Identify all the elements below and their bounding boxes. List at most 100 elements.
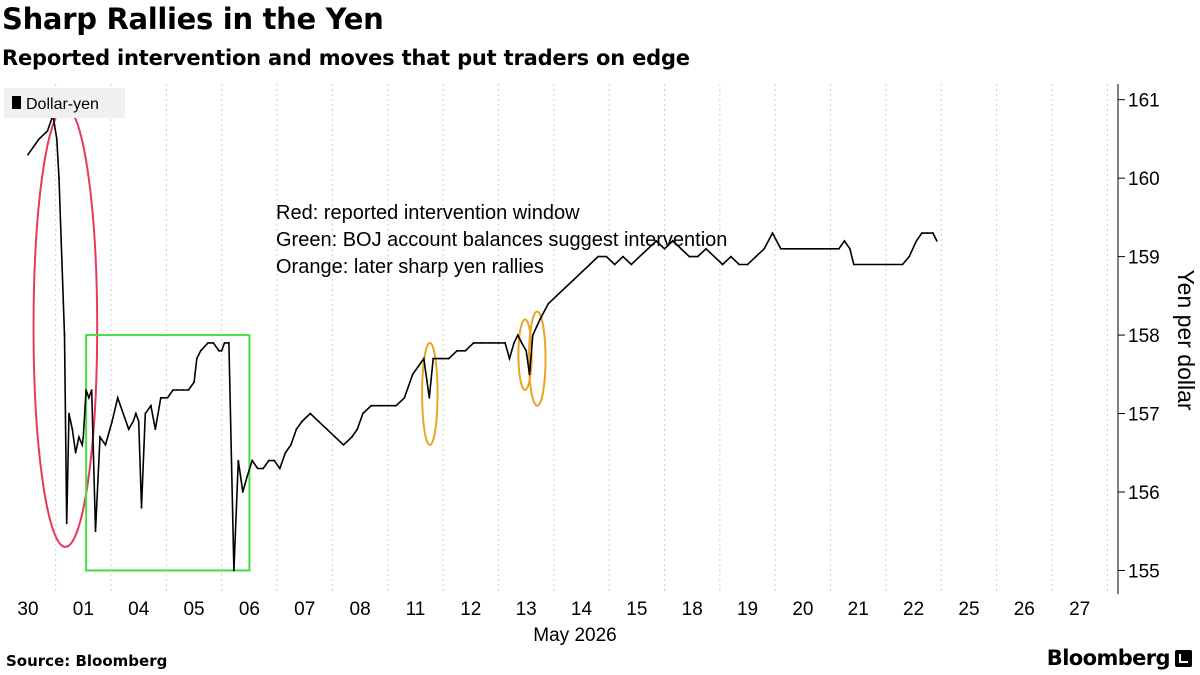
data-point [849, 247, 851, 250]
data-point [746, 263, 749, 266]
data-point [273, 459, 276, 462]
data-point [531, 334, 534, 336]
data-point [159, 396, 162, 399]
y-tick-label: 159 [1128, 248, 1160, 269]
x-tick-label: 12 [460, 599, 481, 620]
data-point [104, 444, 107, 446]
data-point [88, 396, 90, 399]
highlight-ellipse [421, 341, 439, 446]
data-point [779, 247, 782, 250]
data-point [630, 263, 633, 266]
axes: 155 156 157 158 159 160 161 Yen per dollar 30 01 0… [17, 84, 1199, 646]
x-tick-label: 25 [958, 599, 979, 620]
data-point [525, 349, 528, 352]
data-point [580, 271, 583, 274]
data-point [472, 342, 475, 344]
x-tick-label: 05 [183, 599, 204, 620]
x-tick-label: 06 [239, 599, 260, 620]
data-point [403, 396, 406, 399]
data-point [284, 451, 287, 454]
legend: Dollar-yen [4, 88, 125, 118]
x-tick-label: 20 [792, 599, 813, 620]
data-point [207, 342, 209, 344]
y-tick-label: 158 [1128, 326, 1160, 347]
data-point [680, 247, 682, 250]
data-point [295, 428, 298, 431]
data-point [38, 138, 40, 140]
data-point [301, 420, 303, 423]
data-point [788, 247, 790, 250]
data-point [860, 263, 862, 266]
data-point [481, 342, 483, 344]
data-point [218, 349, 220, 352]
data-point [256, 467, 259, 470]
data-point [144, 412, 147, 415]
data-point [447, 357, 450, 360]
data-point [508, 357, 511, 360]
data-point [528, 373, 531, 376]
data-point [166, 396, 169, 399]
legend-box [4, 88, 125, 118]
data-point [137, 420, 140, 423]
data-point [223, 342, 226, 344]
data-point [233, 569, 235, 572]
y-tick-label: 156 [1128, 483, 1160, 504]
legend-label: Dollar-yen [26, 96, 99, 113]
annotation-text: Orange: later sharp yen rallies [276, 256, 544, 278]
data-point [597, 255, 599, 258]
data-point [150, 404, 152, 407]
data-point [182, 389, 184, 391]
data-point [647, 247, 649, 250]
data-point [411, 373, 414, 376]
data-point [154, 428, 157, 431]
y-axis-label: Yen per dollar [1173, 269, 1199, 410]
data-point [251, 459, 254, 462]
data-point [852, 263, 855, 266]
data-point [547, 302, 550, 305]
data-point [893, 263, 896, 266]
data-point [195, 357, 198, 360]
x-axis-label: May 2026 [533, 625, 616, 646]
data-point [555, 294, 558, 297]
data-point [796, 247, 799, 250]
data-point [172, 389, 174, 391]
bloomberg-logo-icon [1175, 650, 1192, 667]
data-point [613, 263, 616, 266]
data-point [504, 342, 506, 344]
data-point [228, 342, 230, 344]
data-point [843, 240, 846, 242]
x-tick-label: 22 [903, 599, 924, 620]
brand-logo-text: Bloomberg [1046, 646, 1171, 670]
data-point [516, 334, 519, 336]
series-layer [27, 114, 938, 572]
annotation-text: Green: BOJ account balances suggest inte… [276, 229, 727, 251]
data-point [55, 138, 58, 140]
data-point [94, 530, 97, 533]
data-point [81, 444, 84, 446]
data-point [82, 436, 85, 438]
data-point [915, 240, 918, 242]
data-point [932, 232, 934, 235]
x-tick-label: 15 [626, 599, 647, 620]
y-tick-label: 155 [1128, 561, 1160, 582]
data-point [464, 349, 467, 352]
x-tick-label: 21 [848, 599, 869, 620]
data-point [85, 389, 87, 391]
x-tick-label: 04 [128, 599, 150, 620]
data-point [132, 420, 135, 423]
data-point [935, 240, 938, 242]
data-point [278, 467, 281, 470]
data-point [395, 404, 397, 407]
data-point [497, 342, 500, 344]
data-point [317, 420, 320, 423]
data-point [350, 436, 353, 438]
data-point [326, 428, 328, 431]
data-point [730, 255, 732, 258]
data-point [63, 334, 66, 336]
data-point [771, 232, 774, 235]
data-point [309, 412, 312, 415]
data-point [140, 506, 143, 509]
data-point [605, 255, 608, 258]
data-point [432, 357, 435, 360]
x-tick-label: 30 [17, 599, 38, 620]
